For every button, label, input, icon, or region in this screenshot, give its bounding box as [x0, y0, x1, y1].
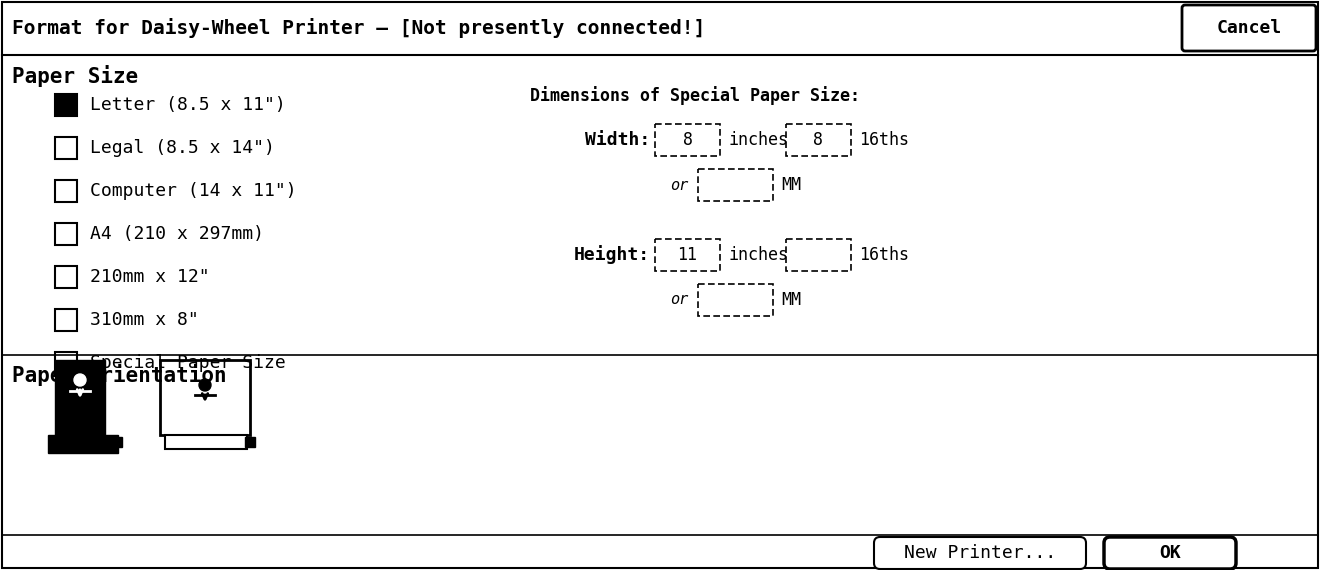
Text: Format for Daisy-Wheel Printer – [Not presently connected!]: Format for Daisy-Wheel Printer – [Not pr…: [12, 18, 705, 38]
Bar: [160, 360, 249, 435]
Text: New Printer...: New Printer...: [904, 544, 1056, 562]
Text: Paper Orientation: Paper Orientation: [12, 364, 227, 386]
Bar: [55, 266, 77, 288]
FancyBboxPatch shape: [874, 537, 1086, 569]
Text: or: or: [671, 292, 688, 307]
Text: Dimensions of Special Paper Size:: Dimensions of Special Paper Size:: [531, 87, 861, 105]
Text: Paper Size: Paper Size: [12, 65, 139, 87]
Text: 16ths: 16ths: [859, 131, 909, 149]
Bar: [655, 239, 719, 271]
Bar: [55, 360, 106, 435]
Text: 310mm x 8": 310mm x 8": [90, 311, 199, 329]
Bar: [655, 124, 719, 156]
Text: Height:: Height:: [574, 246, 649, 264]
Text: Special Paper Size: Special Paper Size: [90, 354, 285, 372]
Bar: [165, 435, 247, 449]
Text: 8: 8: [682, 131, 693, 149]
Text: Cancel: Cancel: [1216, 19, 1282, 37]
Circle shape: [74, 374, 86, 386]
Circle shape: [199, 379, 211, 391]
Text: Legal (8.5 x 14"): Legal (8.5 x 14"): [90, 139, 275, 157]
Text: OK: OK: [1159, 544, 1181, 562]
Bar: [785, 124, 851, 156]
FancyBboxPatch shape: [1181, 5, 1316, 51]
Bar: [785, 239, 851, 271]
Bar: [55, 94, 77, 116]
Bar: [698, 284, 774, 316]
Bar: [55, 137, 77, 159]
Text: Letter (8.5 x 11"): Letter (8.5 x 11"): [90, 96, 285, 114]
Bar: [55, 309, 77, 331]
Text: MM: MM: [781, 176, 801, 194]
Text: Width:: Width:: [585, 131, 649, 149]
Text: 11: 11: [677, 246, 697, 264]
Text: inches: inches: [729, 246, 788, 264]
Text: Computer (14 x 11"): Computer (14 x 11"): [90, 182, 297, 200]
Bar: [114, 437, 121, 447]
Text: 210mm x 12": 210mm x 12": [90, 268, 210, 286]
Text: inches: inches: [729, 131, 788, 149]
Text: or: or: [671, 177, 688, 193]
Bar: [698, 169, 774, 201]
Bar: [48, 435, 117, 453]
Bar: [55, 352, 77, 374]
Text: MM: MM: [781, 291, 801, 309]
Bar: [168, 367, 243, 425]
Text: 8: 8: [813, 131, 824, 149]
FancyBboxPatch shape: [1104, 537, 1236, 569]
Text: 16ths: 16ths: [859, 246, 909, 264]
Text: A4 (210 x 297mm): A4 (210 x 297mm): [90, 225, 264, 243]
Bar: [246, 437, 255, 447]
Bar: [55, 180, 77, 202]
Bar: [55, 223, 77, 245]
